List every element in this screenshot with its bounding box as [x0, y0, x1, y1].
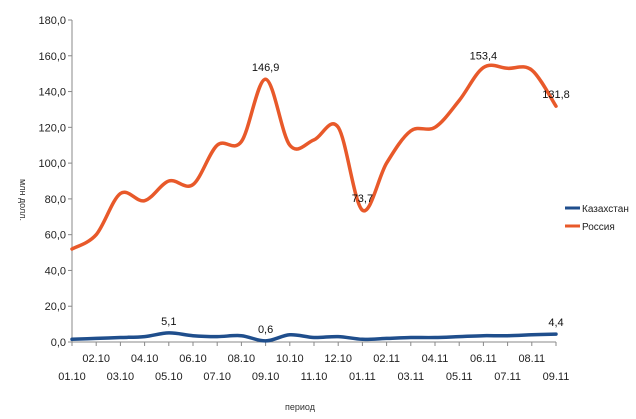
- y-tick-label: 140,0: [38, 87, 66, 99]
- data-label: 4,4: [548, 317, 563, 329]
- x-tick-label: 02.10: [82, 353, 110, 365]
- x-axis: 01.10 02.10 03.10 04.10 05.10 06.10 07.10 08.10…: [58, 341, 570, 383]
- x-axis-title: период: [285, 402, 316, 412]
- y-tick-label: 160,0: [38, 51, 66, 63]
- x-tick-label: 02.11: [373, 353, 400, 365]
- y-axis-title: млн долл.: [18, 179, 28, 221]
- y-tick-label: 180,0: [38, 15, 66, 27]
- y-tick-label: 20,0: [45, 301, 66, 313]
- x-tick-label: 04.11: [422, 353, 449, 365]
- x-tick-label: 11.10: [301, 371, 328, 383]
- data-label: 153,4: [470, 51, 498, 63]
- x-tick-label: 10.10: [276, 353, 304, 365]
- x-tick-label: 06.10: [179, 353, 207, 365]
- data-labels: 5,1 0,6 4,4 146,9 73,7 153,4 131,8: [161, 51, 570, 336]
- x-tick-label: 08.11: [518, 353, 545, 365]
- y-tick-label: 60,0: [45, 230, 66, 242]
- x-tick-label: 09.11: [543, 371, 570, 383]
- y-tick-label: 40,0: [45, 265, 66, 277]
- legend: Казахстан Россия: [565, 204, 629, 233]
- data-label: 131,8: [542, 89, 570, 101]
- series-layer: [70, 63, 558, 343]
- y-tick-label: 100,0: [38, 158, 66, 170]
- data-label: 73,7: [352, 193, 373, 205]
- x-tick-label: 06.11: [470, 353, 497, 365]
- x-tick-label: 01.11: [349, 371, 376, 383]
- data-label: 146,9: [252, 62, 280, 74]
- x-tick-label: 05.11: [446, 371, 473, 383]
- x-tick-label: 04.10: [131, 353, 159, 365]
- y-tick-label: 0,0: [51, 337, 66, 349]
- legend-label-1: Россия: [582, 222, 615, 233]
- series-line-0: [70, 331, 558, 343]
- x-tick-label: 07.10: [203, 371, 231, 383]
- data-label: 0,6: [258, 324, 273, 336]
- x-tick-label: 03.10: [107, 371, 135, 383]
- series-line-1: [70, 63, 558, 251]
- x-tick-label: 03.11: [397, 371, 424, 383]
- y-tick-label: 120,0: [38, 122, 66, 134]
- x-tick-label: 12.10: [324, 353, 352, 365]
- x-tick-label: 05.10: [155, 371, 183, 383]
- legend-label-0: Казахстан: [582, 204, 629, 215]
- y-axis: 0,0 20,0 40,0 60,0 80,0 100,0 120,0 140,0 160,0 1…: [38, 15, 73, 349]
- x-tick-label: 08.10: [228, 353, 256, 365]
- data-label: 5,1: [161, 316, 176, 328]
- x-tick-label: 01.10: [58, 371, 86, 383]
- x-tick-label: 09.10: [252, 371, 280, 383]
- y-tick-label: 80,0: [45, 194, 66, 206]
- x-tick-label: 07.11: [494, 371, 521, 383]
